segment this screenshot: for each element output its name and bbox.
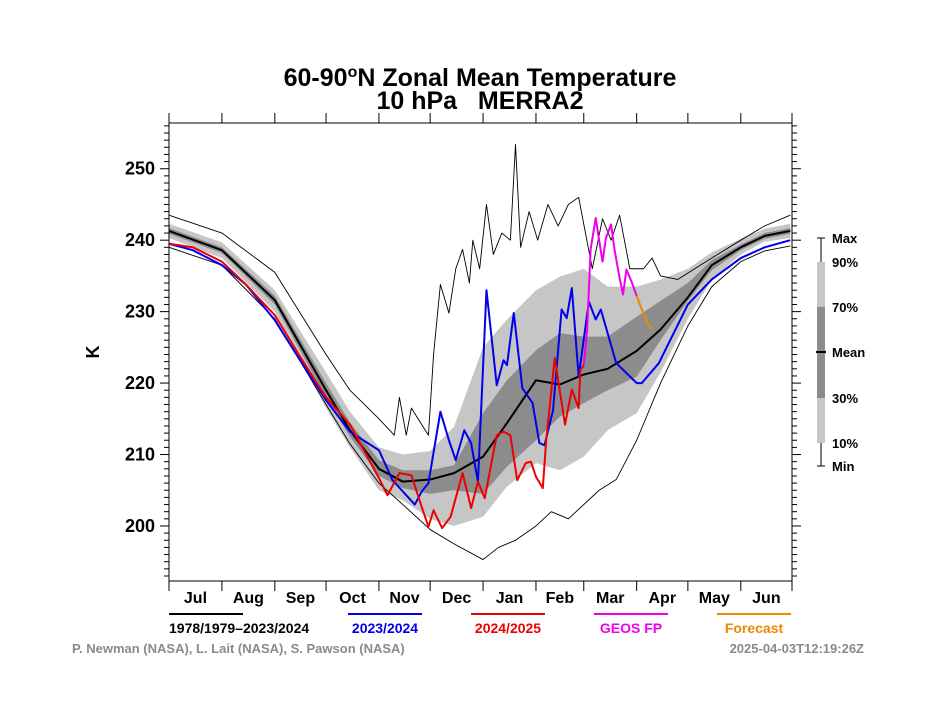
series-line-forecast	[635, 295, 653, 331]
band-legend-label: 70%	[832, 300, 858, 315]
plot-area	[168, 143, 791, 561]
x-tick-label-nov: Nov	[389, 590, 419, 607]
y-tick-label: 240	[125, 230, 155, 250]
x-tick-label-feb: Feb	[546, 590, 575, 607]
band-legend-label: 10%	[832, 436, 858, 451]
band-legend-label: Mean	[832, 345, 865, 360]
x-tick-label-aug: Aug	[233, 590, 264, 607]
x-tick-label-may: May	[699, 590, 730, 607]
legend-band-70-90	[817, 262, 825, 307]
band-legend-label: Max	[832, 231, 858, 246]
legend-label: 1978/1979–2023/2024	[169, 620, 309, 636]
legend-label: Forecast	[725, 620, 784, 636]
band-legend-label: 90%	[832, 255, 858, 270]
x-tick-label-jun: Jun	[752, 590, 780, 607]
axes: 200 210 220 230 240 250 Jul Aug Sep Oct Nov Dec Jan F…	[125, 113, 801, 607]
legend-label: GEOS FP	[600, 620, 662, 636]
chart-title: 60-90oN Zonal Mean Temperature	[284, 64, 677, 92]
max-line	[168, 143, 791, 436]
series-line-2024-2025	[168, 242, 585, 530]
credits-timestamp: 2025-04-03T12:19:26Z	[730, 641, 864, 656]
band-10-90	[169, 223, 791, 526]
x-tick-label-jul: Jul	[184, 590, 207, 607]
credits-authors: P. Newman (NASA), L. Lait (NASA), S. Paw…	[72, 641, 405, 656]
series-line-2023-2024	[168, 239, 791, 506]
y-axis-label: K	[83, 346, 103, 359]
y-tick-label: 200	[125, 516, 155, 536]
x-tick-label-jan: Jan	[496, 590, 524, 607]
x-tick-label-oct: Oct	[339, 590, 366, 607]
y-tick-label: 230	[125, 302, 155, 322]
series-legend: 1978/1979–2023/2024 2023/2024 2024/2025 GEO…	[169, 613, 791, 636]
min-line	[168, 245, 791, 561]
y-tick-label: 250	[125, 159, 155, 179]
y-tick-label: 210	[125, 445, 155, 465]
band-legend-label: Min	[832, 459, 854, 474]
legend-label: 2023/2024	[352, 620, 418, 636]
x-tick-label-mar: Mar	[596, 590, 624, 607]
plot-frame	[168, 122, 793, 582]
band-legend-label: 30%	[832, 391, 858, 406]
y-tick-label: 220	[125, 373, 155, 393]
series-line-geos-fp	[582, 217, 638, 366]
x-tick-label-apr: Apr	[648, 590, 676, 607]
legend-label: 2024/2025	[475, 620, 541, 636]
band-legend: Max 90% 70% Mean 30% 10% Min	[816, 231, 865, 474]
chart-subtitle: 10 hPa MERRA2	[376, 87, 583, 115]
x-tick-label-dec: Dec	[442, 590, 471, 607]
x-tick-label-sep: Sep	[286, 590, 316, 607]
legend-band-10-30	[817, 398, 825, 443]
